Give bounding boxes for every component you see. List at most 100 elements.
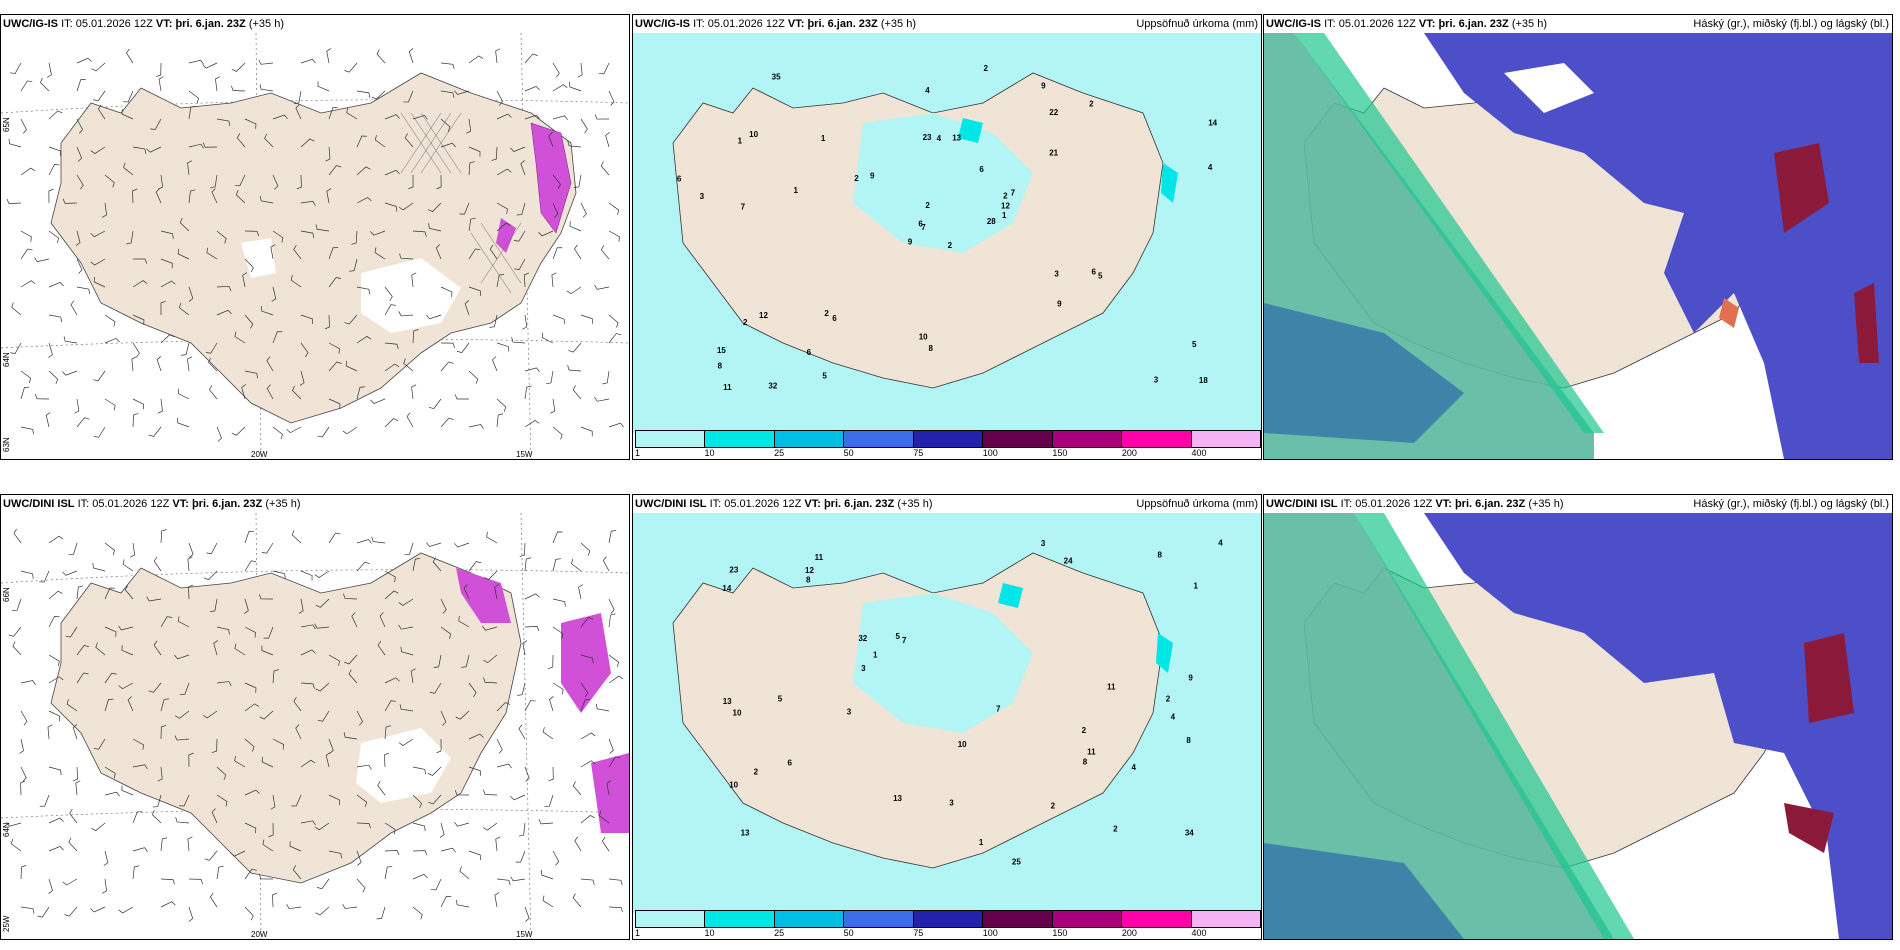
wind-barb: [412, 329, 419, 344]
wind-barb: [92, 562, 106, 572]
colorbar-swatch: [1191, 911, 1260, 927]
wind-barb: [328, 850, 342, 859]
panel-dini-wind: UWC/DINI ISL IT: 05.01.2026 12Z VT: þri.…: [0, 494, 630, 940]
wind-barb: [20, 248, 33, 260]
wind-barb: [577, 62, 583, 78]
valid-time: þri. 6.jan. 23Z: [1454, 498, 1526, 510]
lead-time: (+35 h): [880, 18, 916, 30]
wind-barb: [328, 738, 334, 754]
wind-barb: [483, 677, 498, 684]
wind-barb: [384, 822, 396, 835]
precip-value: 6: [788, 758, 793, 767]
wind-barb: [511, 337, 526, 344]
colorbar-swatch: [844, 431, 914, 447]
wind-barb: [160, 901, 176, 908]
colorbar-label: 200: [1121, 448, 1137, 458]
wind-barb: [131, 356, 137, 372]
wind-barb: [90, 230, 106, 238]
wind-barb: [244, 314, 254, 329]
wind-barb: [231, 62, 246, 72]
wind-barb: [548, 766, 554, 782]
wind-barb: [594, 114, 610, 120]
wind-barb: [520, 160, 526, 176]
wind-barb: [317, 426, 330, 438]
precip-value: 22: [1049, 108, 1058, 117]
wind-barb: [440, 142, 456, 148]
wind-barb: [13, 528, 22, 544]
wind-barb: [270, 794, 276, 810]
icing-area: [456, 568, 511, 623]
wind-barb: [566, 286, 582, 295]
wind-barb: [20, 386, 30, 400]
wind-barb: [151, 809, 162, 824]
wind-barb: [524, 700, 536, 712]
wind-barb: [93, 738, 106, 750]
wind-barb: [384, 677, 400, 684]
wind-barb: [496, 90, 504, 106]
precip-value: 2: [1113, 824, 1118, 833]
wind-barb: [455, 710, 470, 720]
wind-barb: [572, 893, 582, 908]
wind-barb: [148, 426, 162, 437]
glacier: [241, 238, 276, 278]
wind-barb: [598, 62, 610, 75]
wind-barb: [524, 626, 540, 632]
wind-barb: [48, 370, 59, 384]
precip-value: 11: [1107, 682, 1116, 691]
low-cloud: [1264, 843, 1464, 939]
wind-barb: [580, 815, 595, 824]
colorbar-swatch: [844, 911, 914, 927]
wind-barb: [608, 422, 624, 428]
precip-value: 1: [1002, 211, 1007, 220]
wind-barb: [48, 188, 54, 204]
wind-barb: [272, 892, 278, 908]
wind-barb: [6, 821, 22, 827]
wind-barb: [370, 398, 386, 404]
precip-value: 9: [1057, 299, 1062, 308]
wind-barb: [179, 217, 190, 232]
wind-barb: [513, 230, 526, 242]
wind-barb: [594, 396, 610, 402]
icing-area: [496, 218, 516, 253]
lead-time: (+35 h): [248, 18, 284, 30]
wind-barb: [573, 174, 582, 189]
wind-barb: [8, 138, 22, 148]
wind-barb: [300, 649, 316, 656]
wind-barb: [76, 57, 92, 64]
wind-barb: [244, 789, 260, 796]
wind-barb: [608, 613, 616, 628]
wind-barb: [261, 306, 274, 316]
wind-barb: [580, 617, 594, 628]
wind-barb: [181, 342, 190, 356]
low-cloud: [1264, 303, 1464, 443]
wind-barb: [496, 222, 511, 232]
wind-barb: [286, 904, 302, 910]
wind-barb: [104, 626, 117, 637]
wind-barb: [326, 48, 332, 64]
colorbar-label: 50: [843, 448, 854, 458]
precip-value: 3: [1154, 376, 1159, 385]
wind-barb: [522, 314, 528, 330]
wind-barb: [376, 49, 386, 64]
glacier: [356, 728, 451, 803]
mid-cloud: [1424, 513, 1892, 833]
wind-barb: [342, 426, 358, 435]
colorbar-swatch: [983, 431, 1053, 447]
wind-barb: [524, 766, 530, 782]
precip-value: 4: [1171, 712, 1176, 721]
precip-value: 3: [700, 192, 705, 201]
wind-barb: [132, 811, 143, 824]
colorbar: 1 10 25 50 75 100 150 200 400: [635, 910, 1261, 938]
wind-barb: [132, 738, 144, 750]
wind-barb: [153, 556, 162, 572]
precip-value: 2: [1082, 726, 1087, 735]
colorbar-swatch: [1052, 431, 1123, 447]
wind-barb: [90, 146, 106, 155]
wind-barb: [76, 258, 83, 274]
wind-barb: [600, 161, 610, 176]
colorbar-swatch: [1052, 911, 1123, 927]
wind-barb: [202, 142, 218, 148]
wind-barb: [259, 195, 274, 204]
wind-barb: [300, 820, 316, 826]
wind-barb: [552, 426, 563, 440]
